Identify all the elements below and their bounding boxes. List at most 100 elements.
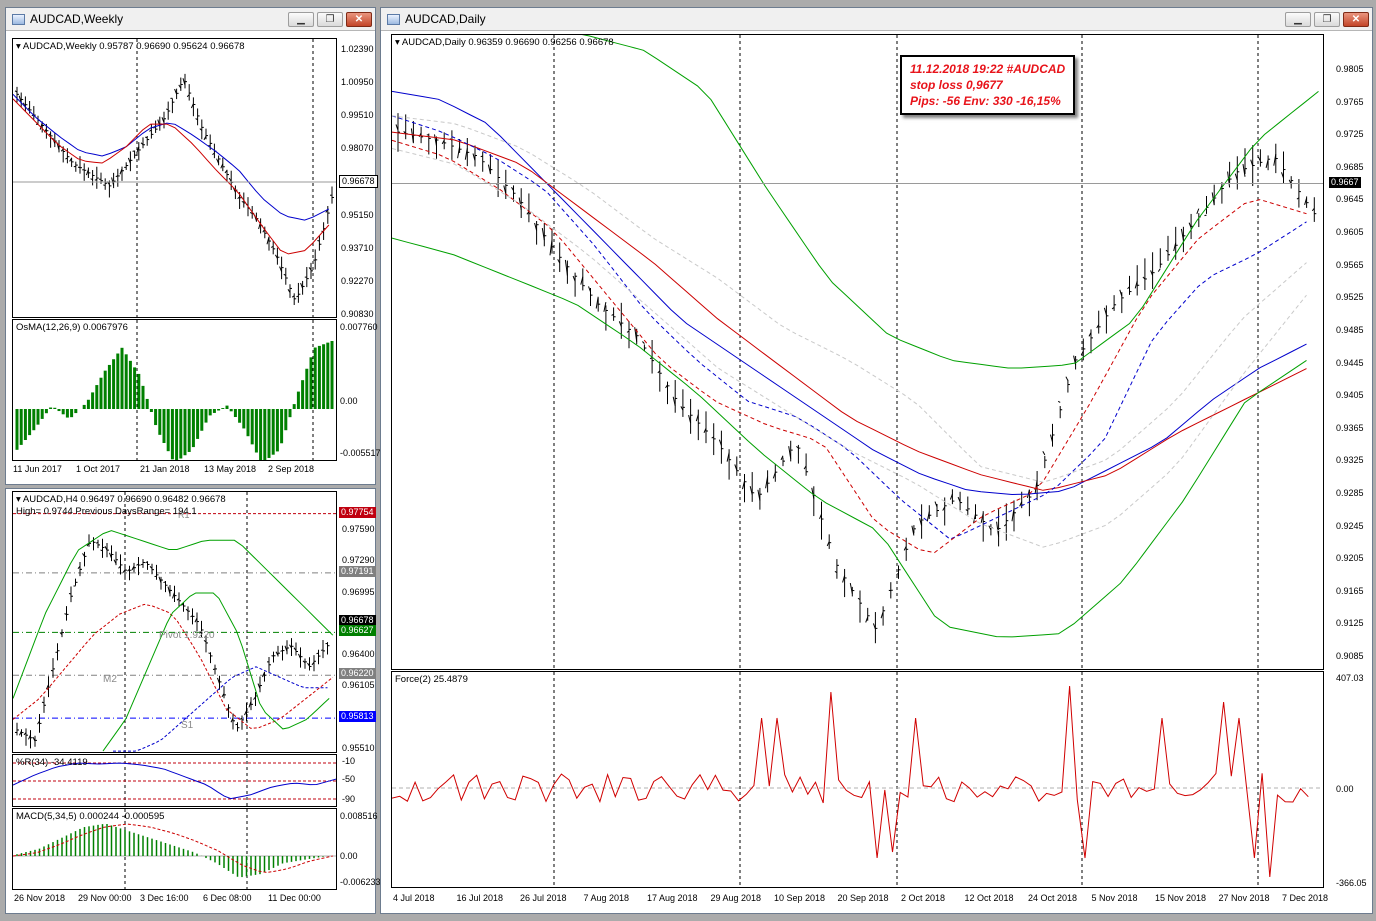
osma-histogram <box>15 320 334 460</box>
weekly-ma-red-line <box>13 98 330 255</box>
h4-price-bar <box>194 617 198 623</box>
force-axis-tick: -366.05 <box>1336 878 1367 888</box>
osma-histogram-bar <box>86 399 90 409</box>
daily-price-tick: 0.9565 <box>1336 259 1364 270</box>
macd-pane[interactable]: MACD(5,34,5) 0.000244 -0.000595 <box>12 808 337 890</box>
weekly-price-bar <box>266 236 270 245</box>
weekly-price-bar <box>308 267 312 271</box>
h4-chart-window[interactable]: ▾ AUDCAD,H4 0.96497 0.96690 0.96482 0.96… <box>5 488 381 914</box>
daily-price-bar <box>572 275 576 282</box>
osma-histogram-bar <box>221 408 225 409</box>
h4-time-tick: 29 Nov 00:00 <box>78 893 132 903</box>
osma-histogram-bar <box>301 380 305 409</box>
daily-time-tick: 29 Aug 2018 <box>710 893 762 903</box>
weekly-title-bar[interactable]: AUDCAD,Weekly ▁ ❐ ✕ <box>6 8 375 31</box>
chart-window-icon <box>387 13 400 25</box>
daily-chart-window[interactable]: AUDCAD,Daily ▁ ❐ ✕ ▾ AUDCAD,Daily 0.9635… <box>380 7 1373 914</box>
weekly-price-tick: 1.00950 <box>341 77 374 87</box>
daily-price-bar <box>434 134 437 147</box>
daily-price-bar <box>1311 207 1315 212</box>
osma-histogram-bar <box>183 409 187 456</box>
h4-price-pane[interactable]: ▾ AUDCAD,H4 0.96497 0.96690 0.96482 0.96… <box>12 491 337 753</box>
daily-ma-blue-line <box>392 90 1307 496</box>
h4-price-bar <box>298 653 301 659</box>
daily-price-bar <box>1180 228 1184 241</box>
osma-axis-tick: 0.007760 <box>340 322 378 332</box>
h4-price-bar <box>46 684 49 690</box>
minimize-button[interactable]: ▁ <box>1285 11 1311 27</box>
weekly-price-bar <box>228 177 232 182</box>
force-label: Force(2) 25.4879 <box>395 674 468 685</box>
daily-price-bar <box>996 521 1000 537</box>
minimize-button[interactable]: ▁ <box>288 11 314 27</box>
osma-histogram-bar <box>204 409 208 423</box>
h4-price-bar <box>77 565 81 570</box>
weekly-price-bar <box>65 157 68 160</box>
daily-price-bar <box>1019 501 1023 507</box>
daily-price-bar <box>1003 523 1007 527</box>
osma-histogram-bar <box>305 368 309 409</box>
daily-price-bar <box>1296 197 1300 200</box>
close-button[interactable]: ✕ <box>1343 11 1369 27</box>
h4-price-bar <box>122 569 126 573</box>
daily-price-bar <box>949 493 953 500</box>
osma-histogram-bar <box>57 409 61 412</box>
weekly-price-pane[interactable]: ▾ AUDCAD,Weekly 0.95787 0.96690 0.95624 … <box>12 38 337 318</box>
weekly-price-bar <box>279 266 283 272</box>
daily-price-bar <box>772 472 776 479</box>
weekly-price-tick: 0.95150 <box>341 209 374 220</box>
daily-price-bar <box>549 239 553 256</box>
daily-price-bar <box>865 616 869 623</box>
h4-level-price-box: 0.95813 <box>339 711 376 723</box>
daily-title-bar[interactable]: AUDCAD,Daily ▁ ❐ ✕ <box>381 8 1372 31</box>
h4-price-bar <box>199 631 202 634</box>
close-button[interactable]: ✕ <box>346 11 372 27</box>
h4-price-bar <box>271 655 274 657</box>
daily-price-bar <box>1281 172 1284 179</box>
daily-price-bar <box>965 509 969 512</box>
daily-price-bar <box>626 330 630 333</box>
daily-price-bar <box>1080 350 1084 356</box>
weekly-price-bar <box>166 108 169 111</box>
daily-price-bar <box>564 259 568 276</box>
osma-histogram-bar <box>154 409 158 426</box>
daily-current-price-box: 0.9667 <box>1329 176 1361 188</box>
osma-histogram-bar <box>225 405 229 409</box>
osma-histogram-bar <box>250 409 254 445</box>
weekly-price-bar <box>190 103 194 109</box>
osma-histogram-bar <box>112 359 116 409</box>
daily-price-tick: 0.9645 <box>1336 194 1364 205</box>
daily-price-bar <box>595 296 599 309</box>
osma-axis-tick: -0.005517 <box>340 448 381 458</box>
weekly-price-bar <box>178 84 182 89</box>
restore-button[interactable]: ❐ <box>317 11 343 27</box>
osma-histogram-bar <box>254 409 258 453</box>
osma-histogram-bar <box>263 409 267 460</box>
daily-price-bar <box>1227 171 1231 188</box>
daily-main-label: ▾ AUDCAD,Daily 0.96359 0.96690 0.96256 0… <box>395 37 614 48</box>
daily-price-pane[interactable]: ▾ AUDCAD,Daily 0.96359 0.96690 0.96256 0… <box>391 34 1324 670</box>
daily-price-bar <box>588 286 591 292</box>
osma-histogram-bar <box>124 354 128 409</box>
daily-price-bar <box>880 611 884 619</box>
osma-histogram-bar <box>99 377 103 409</box>
daily-price-bar <box>611 313 614 316</box>
daily-window-title: AUDCAD,Daily <box>405 12 486 26</box>
force-chart <box>392 672 1323 887</box>
osma-histogram-bar <box>233 409 237 418</box>
weekly-price-bar <box>132 150 135 152</box>
wpr-pane[interactable]: %R(34) -34.4119 <box>12 754 337 807</box>
daily-price-bar <box>857 597 861 601</box>
h4-price-bar <box>275 651 279 656</box>
weekly-chart-window[interactable]: AUDCAD,Weekly ▁ ❐ ✕ ▾ AUDCAD,Weekly 0.95… <box>5 7 381 485</box>
daily-price-bar <box>1188 222 1192 228</box>
weekly-price-bar <box>85 169 89 176</box>
weekly-price-bar <box>195 118 198 121</box>
osma-pane[interactable]: OsMA(12,26,9) 0.0067976 <box>12 319 337 461</box>
weekly-time-tick: 2 Sep 2018 <box>268 464 315 474</box>
daily-price-bar <box>395 124 399 131</box>
restore-button[interactable]: ❐ <box>1314 11 1340 27</box>
weekly-price-bar <box>237 196 240 200</box>
daily-price-bar <box>1242 163 1246 177</box>
force-pane[interactable]: Force(2) 25.4879 <box>391 671 1324 888</box>
